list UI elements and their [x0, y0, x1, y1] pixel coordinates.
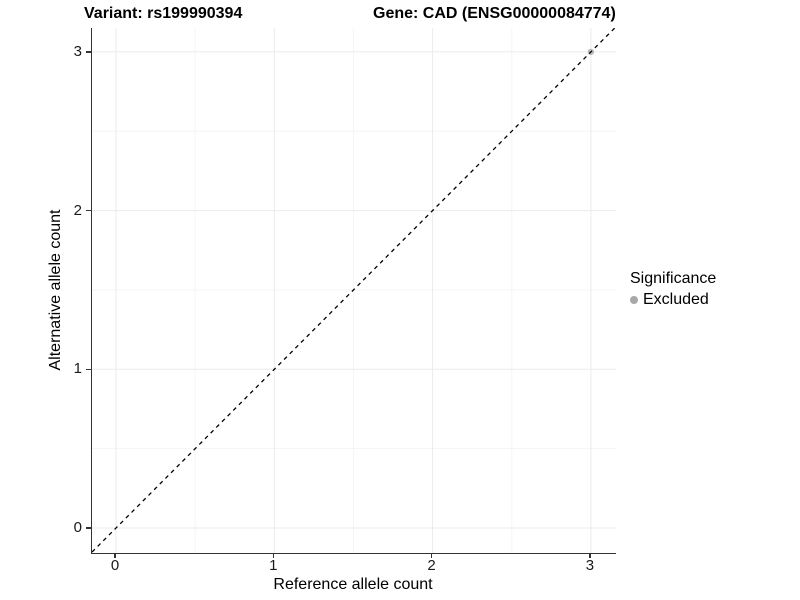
y-tick-mark: [86, 209, 91, 212]
x-tick-mark: [430, 553, 433, 558]
legend-title: Significance: [630, 270, 717, 287]
gene-title: Gene: CAD (ENSG00000084774): [373, 5, 616, 22]
y-tick-mark: [86, 51, 91, 53]
x-tick-label: 0: [110, 557, 120, 574]
plot-canvas: [92, 28, 616, 553]
y-axis-title: Alternative allele count: [47, 209, 64, 371]
x-axis-title: Reference allele count: [273, 576, 433, 593]
identity-reference-line: [92, 28, 616, 553]
y-tick-label: 3: [73, 42, 82, 60]
variant-title: Variant: rs199990394: [84, 5, 243, 22]
legend-item-excluded: Excluded: [630, 291, 795, 309]
x-tick-label: 2: [427, 557, 436, 574]
y-tick-mark: [86, 527, 91, 529]
y-tick-label: 2: [73, 201, 82, 219]
x-tick-label: 1: [269, 557, 278, 574]
legend: Significance Excluded: [630, 270, 795, 309]
y-tick-label: 0: [73, 519, 82, 536]
excluded-point-swatch-icon: [630, 296, 638, 304]
x-tick-mark: [589, 553, 591, 558]
x-tick-mark: [272, 553, 275, 558]
plot-panel: [91, 28, 616, 554]
x-tick-label: 3: [585, 557, 595, 574]
x-tick-mark: [114, 553, 116, 558]
legend-item-label: Excluded: [643, 291, 709, 308]
y-tick-mark: [86, 368, 91, 371]
y-tick-label: 1: [73, 360, 82, 378]
